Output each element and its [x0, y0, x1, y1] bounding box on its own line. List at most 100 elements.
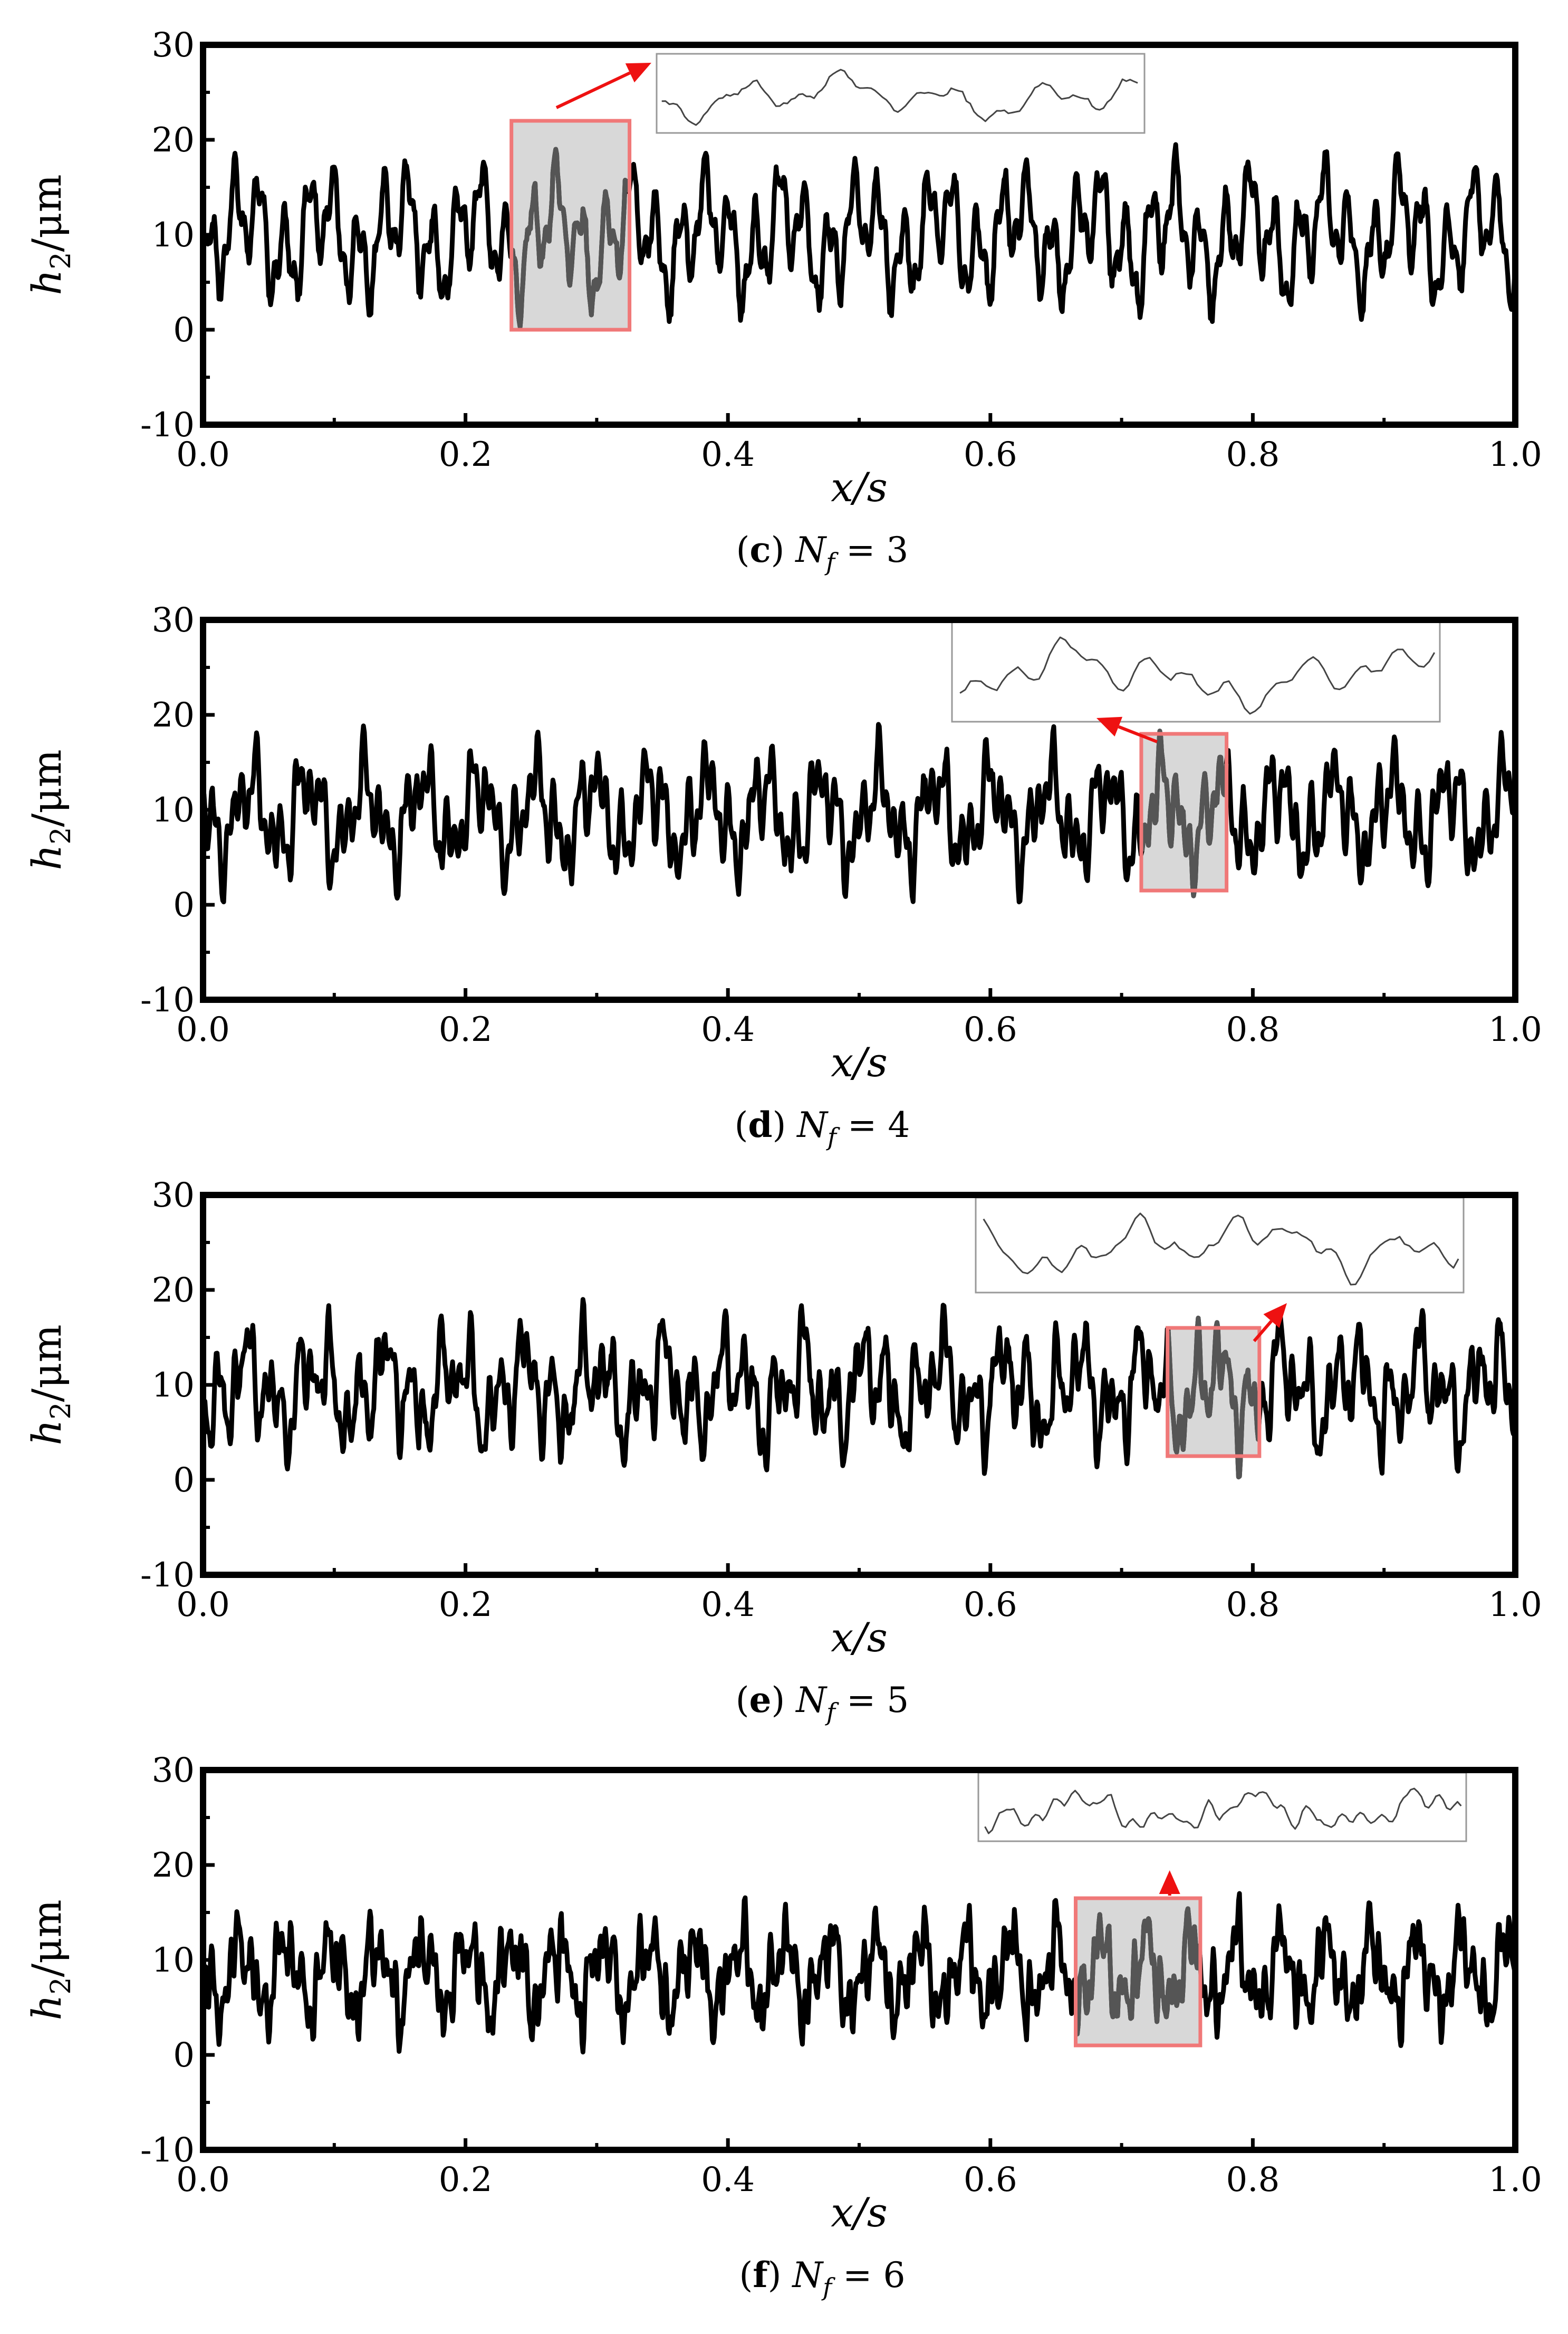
y-axis-label: h2/μm	[23, 1324, 77, 1445]
y-label-symbol: h	[23, 270, 70, 295]
y-tick-label: 0	[173, 2036, 195, 2075]
y-tick-label: 30	[152, 26, 195, 65]
x-tick-label: 0.6	[964, 2160, 1017, 2199]
zoom-arrow-head	[1263, 1303, 1287, 1328]
chart-panel-c: 0.0 0.2 0.4 0.6 0.8 1.0 -10 0 10 20 30 x/s h2/μm (c) …	[0, 26, 1568, 607]
x-tick-label: 0.4	[701, 1010, 755, 1049]
chart-panel-f: 0.0 0.2 0.4 0.6 0.8 1.0 -10 0 10 20 30 x/s h2/μm (f) …	[0, 1751, 1568, 2332]
y-label-symbol: h	[23, 1420, 70, 1446]
caption-close-paren: )	[771, 530, 796, 570]
x-tick-label: 0.2	[439, 2160, 493, 2199]
zoomed-series-segment	[1139, 729, 1229, 898]
zoom-box-border	[509, 119, 632, 332]
caption-open-paren: (	[735, 1105, 748, 1145]
inset-trace	[661, 69, 1138, 126]
caption-equals: = 3	[835, 530, 908, 570]
x-tick-label: 0.0	[176, 1585, 230, 1624]
caption-equals: = 6	[832, 2255, 905, 2295]
panel-caption: (c) Nf = 3	[736, 529, 909, 576]
zoom-arrow-shaft	[1253, 1320, 1273, 1342]
x-tick-label: 0.2	[439, 435, 493, 474]
series-line	[200, 1891, 1518, 2055]
inset-box	[951, 620, 1441, 723]
y-label-subscript: 2	[45, 1977, 77, 1995]
series-line	[200, 1297, 1518, 1480]
x-tick-label: 0.4	[701, 435, 755, 474]
inset-trace	[984, 1787, 1462, 1834]
y-tick-label: 0	[173, 1461, 195, 1500]
zoom-box-border	[1166, 1326, 1262, 1458]
panel-caption: (e) Nf = 5	[736, 1679, 909, 1726]
caption-symbol: N	[795, 1680, 828, 1720]
caption-equals: = 5	[835, 1680, 909, 1720]
x-axis-label: x/s	[831, 1614, 887, 1661]
series-line	[200, 722, 1518, 905]
y-tick-label: 10	[152, 1941, 195, 1980]
caption-open-paren: (	[736, 530, 750, 570]
x-tick-label: 0.6	[964, 435, 1017, 474]
y-axis-label: h2/μm	[23, 174, 77, 295]
y-axis-label: h2/μm	[23, 749, 77, 870]
x-tick-label: 0.4	[701, 2160, 755, 2199]
zoomed-series-segment	[1166, 1315, 1262, 1480]
zoom-arrow-head	[1096, 716, 1123, 737]
chart-panel-e: 0.0 0.2 0.4 0.6 0.8 1.0 -10 0 10 20 30 x/s h2/μm (e) …	[0, 1176, 1568, 1757]
caption-close-paren: )	[773, 1105, 797, 1145]
x-tick-label: 0.2	[439, 1010, 493, 1049]
chart-svg: 0.0 0.2 0.4 0.6 0.8 1.0 -10 0 10 20 30 x/s h2/μm (e) …	[23, 1176, 1542, 1726]
zoom-arrow-shaft	[1118, 725, 1158, 743]
y-tick-label: 20	[152, 121, 195, 160]
caption-letter: e	[749, 1679, 771, 1720]
y-label-unit: /μm	[23, 1899, 70, 1977]
x-tick-label: 1.0	[1488, 435, 1542, 474]
x-tick-label: 0.0	[176, 1010, 230, 1049]
inset-box	[977, 1772, 1467, 1842]
x-tick-label: 0.0	[176, 435, 230, 474]
caption-open-paren: (	[736, 1680, 749, 1720]
y-label-subscript: 2	[45, 827, 77, 845]
x-tick-label: 0.6	[964, 1585, 1017, 1624]
y-tick-label: 10	[152, 1366, 195, 1405]
y-tick-label: -10	[140, 981, 195, 1020]
y-label-symbol: h	[23, 845, 70, 871]
zoom-arrow-head	[625, 63, 651, 83]
x-tick-label: 0.8	[1226, 435, 1280, 474]
x-tick-label: 0.0	[176, 2160, 230, 2199]
zoom-box-border	[1074, 1896, 1203, 2048]
zoom-box-border	[1139, 732, 1229, 893]
y-tick-label: 0	[173, 886, 195, 925]
chart-svg: 0.0 0.2 0.4 0.6 0.8 1.0 -10 0 10 20 30 x/s h2/μm (c) …	[23, 26, 1542, 576]
x-tick-label: 0.6	[964, 1010, 1017, 1049]
zoomed-series-segment	[510, 147, 631, 330]
y-tick-label: -10	[140, 2131, 195, 2170]
series-line	[200, 142, 1518, 330]
y-tick-label: 30	[152, 1176, 195, 1215]
x-tick-label: 0.2	[439, 1585, 493, 1624]
zoom-arrow-head	[1159, 1870, 1180, 1894]
inset-box	[975, 1197, 1465, 1294]
y-tick-label: -10	[140, 406, 195, 445]
caption-letter: d	[748, 1104, 772, 1145]
inset-trace	[983, 1212, 1459, 1286]
y-axis-label: h2/μm	[23, 1899, 77, 2020]
caption-letter: c	[749, 529, 771, 570]
y-tick-label: 0	[173, 311, 195, 350]
panel-caption: (f) Nf = 6	[739, 2254, 906, 2301]
x-axis-label: x/s	[831, 2189, 887, 2236]
y-tick-label: 20	[152, 1846, 195, 1885]
panel-caption: (d) Nf = 4	[735, 1104, 910, 1151]
y-tick-label: 30	[152, 1751, 195, 1790]
x-tick-label: 0.4	[701, 1585, 755, 1624]
inset-trace	[959, 636, 1436, 715]
zoomed-series-segment	[1074, 1906, 1203, 2036]
y-tick-label: 10	[152, 216, 195, 255]
inset-box	[656, 53, 1146, 134]
x-tick-label: 0.8	[1226, 1010, 1280, 1049]
y-tick-label: 20	[152, 696, 195, 735]
x-tick-label: 1.0	[1488, 2160, 1542, 2199]
y-label-unit: /μm	[23, 174, 70, 252]
y-label-unit: /μm	[23, 749, 70, 827]
x-tick-label: 1.0	[1488, 1585, 1542, 1624]
x-tick-label: 0.8	[1226, 1585, 1280, 1624]
x-tick-label: 1.0	[1488, 1010, 1542, 1049]
